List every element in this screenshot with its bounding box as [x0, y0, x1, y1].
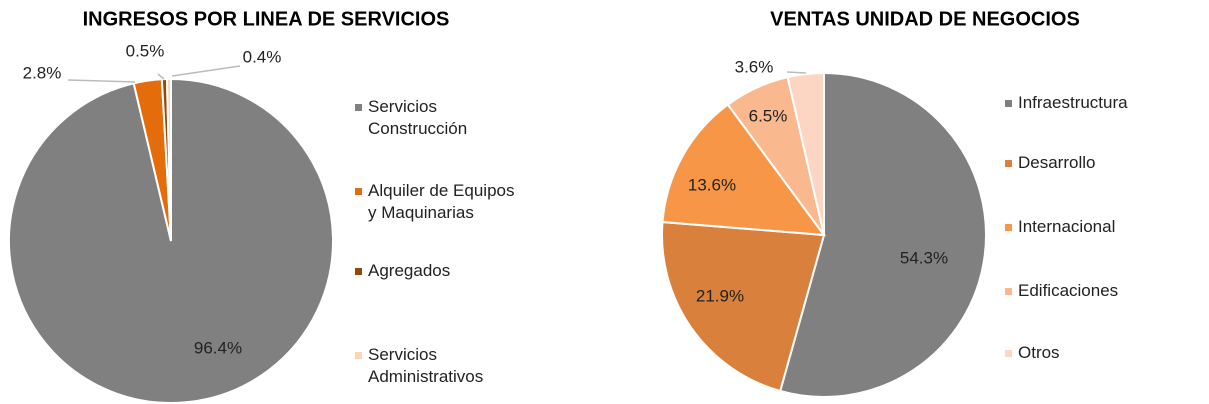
legend-swatch: [1005, 350, 1012, 357]
legend-entry: Infraestructura: [1005, 92, 1205, 114]
data-label: 13.6%: [688, 175, 736, 194]
legend-label: Desarrollo: [1018, 153, 1096, 172]
legend-swatch: [1005, 288, 1012, 295]
pie-slice: [165, 77, 172, 242]
chart-title: VENTAS UNIDAD DE NEGOCIOS: [770, 8, 1080, 30]
legend-label: Edificaciones: [1018, 281, 1119, 300]
legend-swatch: [355, 104, 362, 111]
legend-swatch: [1005, 224, 1012, 231]
legend-entry: Agregados: [355, 260, 515, 282]
leader-line: [157, 73, 165, 80]
pie-slice: [661, 103, 827, 237]
pie-slice: [661, 220, 826, 393]
legend-swatch: [1005, 100, 1012, 107]
legend-entry: Alquiler de Equipos y Maquinarias: [355, 180, 515, 224]
leader-line: [171, 65, 241, 77]
data-label: 96.4%: [194, 338, 242, 357]
data-label: 6.5%: [749, 106, 788, 125]
legend-label: Internacional: [1018, 217, 1116, 236]
legend-swatch: [1005, 160, 1012, 167]
legend-label: Agregados: [368, 261, 451, 280]
legend-entry: Otros: [1005, 342, 1205, 364]
legend-label: Otros: [1018, 343, 1060, 362]
legend-label: Infraestructura: [1018, 93, 1128, 112]
legend-entry: Desarrollo: [1005, 152, 1205, 174]
data-label: 0.5%: [126, 41, 165, 60]
data-label: 21.9%: [696, 286, 744, 305]
chart-title: INGRESOS POR LINEA DE SERVICIOS: [83, 8, 450, 30]
legend-label: Alquiler de Equipos y Maquinarias: [368, 181, 515, 222]
legend-entry: Edificaciones: [1005, 280, 1205, 302]
leader-line: [67, 79, 136, 83]
data-label: 2.8%: [23, 63, 62, 82]
data-label: 3.6%: [735, 57, 774, 76]
legend-entry: Servicios Construcción: [355, 96, 515, 140]
pie-slice: [778, 71, 987, 398]
data-label: 54.3%: [900, 248, 948, 267]
legend-entry: Internacional: [1005, 216, 1205, 238]
leader-line: [786, 71, 807, 74]
legend-swatch: [355, 268, 362, 275]
legend-swatch: [355, 188, 362, 195]
data-label: 0.4%: [243, 47, 282, 66]
legend-label: Servicios Construcción: [368, 97, 468, 138]
legend-label: Servicios Administrativos: [368, 345, 484, 386]
pie-slice: [786, 71, 825, 236]
legend-swatch: [355, 352, 362, 359]
legend-entry: Servicios Administrativos: [355, 344, 515, 388]
